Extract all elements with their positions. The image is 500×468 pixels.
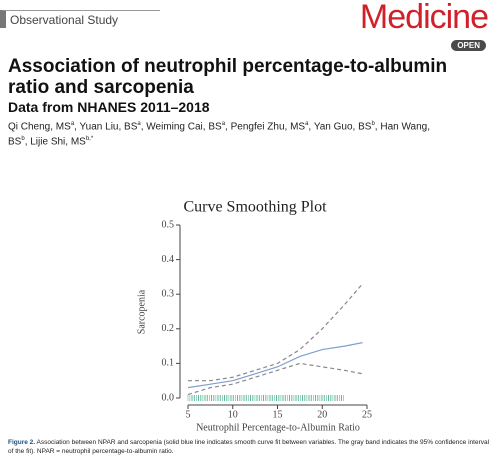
x-tick-label: 25 [362,409,372,420]
y-tick-label: 0.5 [162,219,175,230]
y-axis-label: Sarcopenia [136,289,147,334]
y-tick-label: 0.3 [162,288,175,299]
x-tick-label: 5 [186,409,191,420]
author-name: Lijie Shi, MS [30,136,86,148]
y-tick-label: 0.2 [162,323,175,334]
author-affiliation: a [305,121,309,127]
y-tick-label: 0.1 [162,358,175,369]
journal-logo: Medicine [359,0,489,36]
chart-title: Curve Smoothing Plot [183,199,327,216]
caption-text: Association between NPAR and sarcopenia … [8,439,490,455]
section-label: Observational Study [0,10,160,28]
author-name: Qi Cheng, MS [8,121,71,133]
x-axis-label: Neutrophil Percentage-to-Albumin Ratio [196,422,360,433]
author-affiliation: b [371,121,375,127]
series-line [188,283,363,382]
author-affiliation: b [21,136,25,143]
y-tick-label: 0.4 [162,254,175,265]
series-line [187,342,363,389]
chart: Curve Smoothing Plot Neutrophil Percenta… [136,199,372,434]
article-title: Association of neutrophil percentage-to-… [8,56,448,98]
figure-caption: Figure 2. Association between NPAR and s… [8,438,494,456]
caption-label: Figure 2. [8,439,36,446]
author-affiliation: a [70,121,75,127]
author-affiliation: a [137,121,141,127]
y-tick-label: 0.0 [162,392,175,403]
author-name: Weiming Cai, BS [146,121,222,133]
open-badge: OPEN [451,40,486,51]
author-name: Pengfei Zhu, MS [230,121,306,133]
x-tick-label: 10 [228,409,238,420]
author-list: Qi Cheng, MSa, Yuan Liu, BSa, Weiming Ca… [8,121,431,148]
series-line [187,362,363,396]
article-subtitle: Data from NHANES 2011–2018 [8,99,210,115]
author-affiliation: a [221,121,226,127]
x-tick-label: 20 [317,409,327,420]
author-affiliation: b,* [85,136,94,143]
x-tick-label: 15 [273,409,283,420]
author-name: Yuan Liu, BS [79,121,138,133]
author-name: Han Wang, BS [8,121,431,148]
author-name: Yan Guo, BS [313,121,372,133]
